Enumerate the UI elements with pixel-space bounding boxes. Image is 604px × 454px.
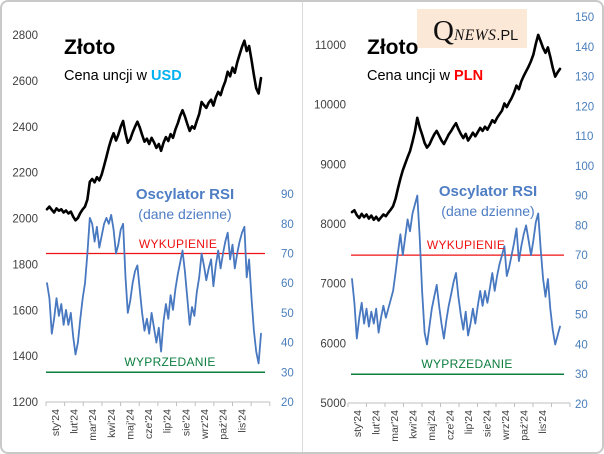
rsi-subtitle: (dane dzienne) [138,206,231,222]
month-label: sty'24 [352,410,364,437]
overbought-label: WYKUPIENIE [427,238,505,252]
month-label: cze'24 [143,409,155,439]
price-axis-labels: 5000 6000 7000 8000 9000 10000 11000 [314,40,346,410]
price-axis-label: 1800 [12,259,38,271]
price-series-line [350,33,562,222]
rsi-axis-label: 110 [575,131,593,143]
rsi-axis-label: 20 [281,397,294,409]
qnews-logo: QNEWS.PL [433,15,518,47]
rsi-axis-labels: 20 30 40 50 60 70 80 90 100 110 120 130 140 150 [575,12,594,411]
logo-q: Q [433,15,454,47]
rsi-series-line [351,194,561,346]
panel-divider [302,2,303,452]
rsi-axis-label: 100 [575,161,594,173]
month-label: paź'24 [518,410,530,441]
chart-panel-pln: sty'24 lut'24 mar'24 kwi'24 maj'24 cze'24 lip'… [303,2,602,452]
logo-news: NEWS [453,27,496,44]
rsi-axis-label: 80 [575,220,588,232]
price-axis-label: 8000 [320,219,346,231]
month-labels: sty'24 lut'24 mar'24 kwi'24 maj'24 cze'24 lip'… [50,409,248,441]
month-label: lis'24 [537,410,549,434]
month-labels: sty'24 lut'24 mar'24 kwi'24 maj'24 cze'24 lip'… [352,410,549,442]
currency-usd: USD [151,68,182,84]
price-axis-label: 2000 [12,214,38,226]
month-label: paź'24 [218,409,230,440]
rsi-axis-label: 60 [575,280,588,292]
subtitle-prefix: Cena uncji w [64,68,151,84]
rsi-title: Oscylator RSI [439,183,537,200]
month-label: wrz'24 [199,409,211,440]
chart-panel-usd: sty'24 lut'24 mar'24 kwi'24 maj'24 cze'24 lip'… [2,2,303,452]
rsi-axis-labels: 20 30 40 50 60 70 80 90 [281,189,294,409]
overbought-label: WYKUPIENIE [139,237,217,251]
month-label: lut'24 [370,410,382,435]
price-axis-label: 10000 [314,100,346,112]
rsi-axis-label: 30 [575,369,588,381]
price-axis-label: 1400 [12,351,38,363]
gold-usd-chart: sty'24 lut'24 mar'24 kwi'24 maj'24 cze'24 lip'… [12,30,294,441]
chart-subtitle: Cena uncji w PLN [367,68,483,84]
month-label: sie'24 [180,409,192,436]
price-axis-labels: 1200 1400 1600 1800 2000 2200 2400 2600 2800 [12,30,38,409]
subtitle-prefix: Cena uncji w [367,68,454,84]
price-axis-label: 7000 [320,279,346,291]
price-axis-label: 5000 [320,398,346,410]
month-label: sty'24 [50,409,62,436]
month-label: lut'24 [68,409,80,434]
month-label: kwi'24 [407,410,419,439]
oversold-label: WYPRZEDANIE [124,355,215,369]
month-label: cze'24 [444,410,456,440]
month-label: maj'24 [124,409,136,440]
month-label: wrz'24 [500,410,512,441]
rsi-axis-label: 40 [281,338,294,350]
x-axis [45,401,271,406]
rsi-axis-label: 120 [575,101,594,113]
month-label: sie'24 [481,410,493,437]
rsi-axis-label: 70 [575,250,588,262]
logo-background [417,9,527,48]
x-axis [347,402,571,407]
rsi-axis-label: 130 [575,72,594,84]
rsi-axis-label: 140 [575,42,594,54]
currency-pln: PLN [454,68,483,84]
chart-title: Złoto [367,36,418,59]
rsi-axis-label: 80 [281,219,294,231]
price-axis-label: 2800 [12,30,38,42]
price-axis-label: 1600 [12,305,38,317]
rsi-axis-label: 40 [575,339,588,351]
logo-pl: .PL [496,28,518,44]
rsi-title: Oscylator RSI [136,186,234,203]
price-axis-label: 2200 [12,168,38,180]
rsi-axis-label: 20 [575,399,588,411]
month-label: mar'24 [87,409,99,441]
price-series-line [45,39,263,222]
month-label: mar'24 [389,410,401,442]
month-label: lip'24 [162,409,174,433]
rsi-axis-label: 150 [575,12,594,24]
chart-title: Złoto [64,36,115,59]
rsi-axis-label: 30 [281,367,294,379]
month-label: maj'24 [426,410,438,441]
price-axis-label: 2600 [12,76,38,88]
rsi-axis-label: 50 [281,308,294,320]
rsi-axis-label: 90 [575,191,588,203]
month-label: kwi'24 [106,409,118,438]
month-label: lis'24 [236,409,248,433]
month-label: lip'24 [463,410,475,434]
rsi-axis-label: 70 [281,249,294,261]
chart-subtitle: Cena uncji w USD [64,68,182,84]
rsi-axis-label: 90 [281,189,294,201]
oversold-label: WYPRZEDANIE [421,357,512,371]
rsi-axis-label: 60 [281,278,294,290]
gold-pln-chart: sty'24 lut'24 mar'24 kwi'24 maj'24 cze'24 lip'… [314,9,594,442]
price-axis-label: 6000 [320,338,346,350]
rsi-axis-label: 50 [575,310,588,322]
price-axis-label: 9000 [320,159,346,171]
rsi-subtitle: (dane dzienne) [441,203,534,219]
price-axis-label: 11000 [315,40,346,52]
price-axis-label: 1200 [12,397,38,409]
rsi-series-line [46,213,262,365]
price-axis-label: 2400 [12,122,38,134]
